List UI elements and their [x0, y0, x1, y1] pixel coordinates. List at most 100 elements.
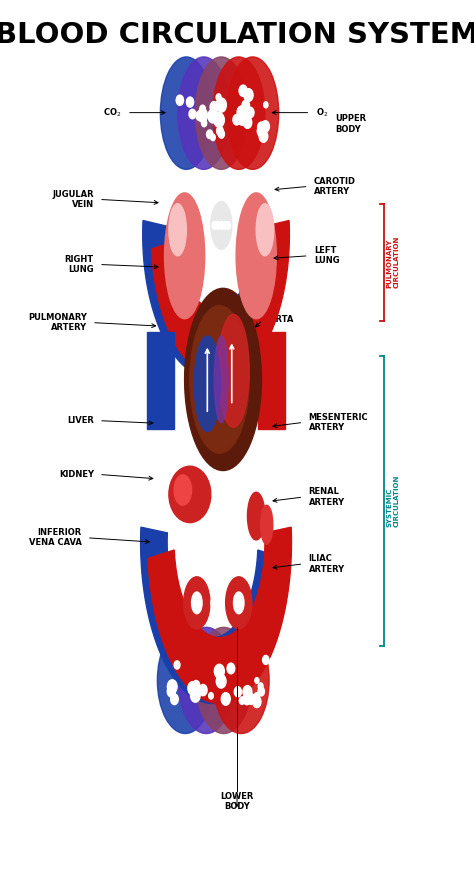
Ellipse shape: [198, 109, 208, 122]
Text: ILIAC
ARTERY: ILIAC ARTERY: [309, 555, 345, 574]
Ellipse shape: [192, 681, 200, 691]
Text: LEFT
LUNG: LEFT LUNG: [314, 246, 339, 265]
Ellipse shape: [196, 627, 252, 733]
Text: INFERIOR
VENA CAVA: INFERIOR VENA CAVA: [29, 528, 82, 548]
Text: SYSTEMIC
CIRCULATION: SYSTEMIC CIRCULATION: [386, 475, 400, 527]
Ellipse shape: [221, 693, 230, 705]
Text: UPPER
BODY: UPPER BODY: [335, 114, 366, 134]
Ellipse shape: [191, 689, 200, 703]
Ellipse shape: [211, 201, 232, 250]
Ellipse shape: [237, 106, 246, 119]
Polygon shape: [141, 527, 284, 703]
Text: BLOOD CIRCULATION SYSTEM: BLOOD CIRCULATION SYSTEM: [0, 20, 474, 48]
Ellipse shape: [174, 661, 180, 669]
Ellipse shape: [263, 655, 269, 664]
Ellipse shape: [184, 288, 262, 470]
Ellipse shape: [217, 126, 223, 136]
Text: CAROTID
ARTERY: CAROTID ARTERY: [314, 177, 356, 196]
Ellipse shape: [246, 107, 254, 117]
Ellipse shape: [211, 599, 214, 606]
Ellipse shape: [235, 687, 241, 695]
Ellipse shape: [259, 131, 268, 142]
Ellipse shape: [214, 113, 224, 127]
Ellipse shape: [208, 110, 218, 123]
Ellipse shape: [210, 102, 218, 113]
Ellipse shape: [214, 336, 228, 423]
Ellipse shape: [243, 117, 252, 128]
Ellipse shape: [196, 111, 203, 121]
Ellipse shape: [254, 693, 259, 700]
Ellipse shape: [199, 684, 207, 696]
Ellipse shape: [200, 105, 205, 113]
Ellipse shape: [184, 576, 210, 629]
Ellipse shape: [176, 95, 183, 105]
Ellipse shape: [164, 193, 205, 319]
Polygon shape: [152, 221, 290, 378]
Text: CO$_2$: CO$_2$: [103, 106, 122, 119]
Ellipse shape: [258, 687, 264, 696]
Text: LOWER
BODY: LOWER BODY: [220, 792, 254, 811]
Ellipse shape: [239, 696, 245, 704]
Ellipse shape: [213, 627, 269, 733]
Ellipse shape: [160, 57, 212, 169]
Ellipse shape: [219, 222, 223, 230]
Polygon shape: [147, 332, 173, 429]
Ellipse shape: [188, 682, 197, 695]
Ellipse shape: [194, 336, 220, 432]
Text: RIGHT
LUNG: RIGHT LUNG: [64, 255, 94, 274]
Ellipse shape: [169, 466, 211, 523]
Ellipse shape: [236, 193, 276, 319]
Ellipse shape: [191, 592, 202, 614]
Ellipse shape: [214, 664, 224, 678]
Text: RENAL
ARTERY: RENAL ARTERY: [309, 487, 345, 506]
Ellipse shape: [190, 306, 249, 453]
Ellipse shape: [178, 57, 230, 169]
Ellipse shape: [218, 314, 249, 427]
Ellipse shape: [258, 683, 263, 689]
Ellipse shape: [227, 57, 279, 169]
Ellipse shape: [211, 602, 215, 609]
Text: MESENTERIC
ARTERY: MESENTERIC ARTERY: [309, 413, 368, 432]
Ellipse shape: [201, 119, 207, 127]
Ellipse shape: [207, 130, 213, 138]
Polygon shape: [148, 527, 292, 703]
Ellipse shape: [212, 604, 215, 611]
Ellipse shape: [264, 102, 268, 108]
Ellipse shape: [244, 88, 253, 102]
Ellipse shape: [210, 134, 215, 141]
Ellipse shape: [189, 110, 196, 119]
Polygon shape: [143, 221, 281, 378]
Ellipse shape: [243, 686, 252, 698]
Ellipse shape: [178, 627, 234, 733]
Ellipse shape: [171, 694, 178, 704]
Ellipse shape: [261, 505, 273, 544]
Ellipse shape: [167, 686, 175, 697]
Ellipse shape: [256, 204, 273, 256]
Ellipse shape: [227, 663, 235, 674]
Ellipse shape: [247, 694, 255, 704]
Ellipse shape: [237, 110, 248, 125]
Ellipse shape: [239, 85, 247, 96]
Ellipse shape: [255, 678, 259, 683]
Ellipse shape: [219, 130, 224, 138]
Text: AORTA: AORTA: [263, 315, 294, 324]
Ellipse shape: [216, 222, 220, 230]
Text: KIDNEY: KIDNEY: [59, 470, 94, 479]
Ellipse shape: [216, 675, 226, 689]
Text: JUGULAR
VEIN: JUGULAR VEIN: [52, 190, 94, 209]
Ellipse shape: [216, 98, 227, 112]
Ellipse shape: [261, 121, 269, 132]
Ellipse shape: [226, 576, 252, 629]
Ellipse shape: [257, 125, 265, 137]
Ellipse shape: [169, 204, 186, 256]
Ellipse shape: [157, 627, 213, 733]
Ellipse shape: [174, 475, 191, 505]
Ellipse shape: [223, 693, 227, 699]
Text: LIVER: LIVER: [67, 416, 94, 425]
Ellipse shape: [212, 222, 217, 230]
Ellipse shape: [195, 57, 247, 169]
Ellipse shape: [247, 492, 265, 540]
Ellipse shape: [213, 57, 265, 169]
Ellipse shape: [214, 605, 218, 612]
Ellipse shape: [233, 115, 240, 125]
